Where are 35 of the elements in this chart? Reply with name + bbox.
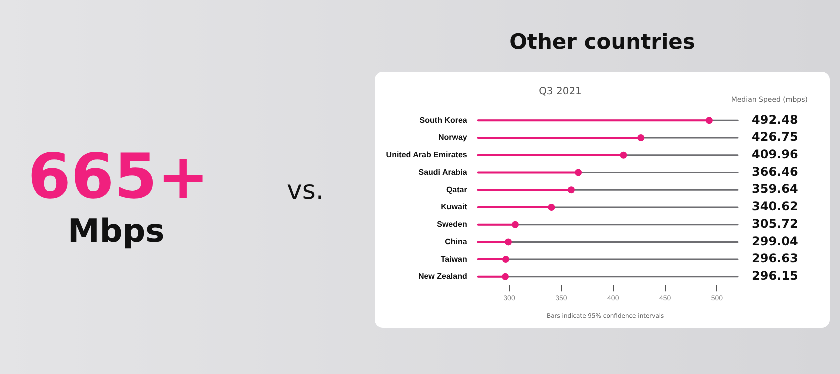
data-label: 296.63: [752, 252, 798, 266]
y-tick-label: New Zealand: [418, 272, 468, 282]
point: [706, 117, 713, 124]
data-label: 366.46: [752, 164, 798, 179]
data-label: 409.96: [752, 148, 798, 162]
data-label: 492.48: [752, 112, 798, 127]
y-tick-label: United Arab Emirates: [386, 150, 468, 160]
data-label: 299.04: [752, 234, 798, 248]
point: [502, 273, 510, 280]
chart-title: Other countries: [508, 30, 696, 54]
y-tick-label: Qatar: [446, 185, 468, 194]
data-label: 359.64: [752, 182, 798, 196]
point: [548, 204, 556, 211]
text: vs.: [287, 176, 324, 206]
point: [502, 256, 510, 264]
y-tick-label: Taiwan: [440, 254, 468, 264]
y-tick-label: Kuwait: [441, 202, 468, 212]
chart-subtitle: Q3 2021: [539, 86, 582, 98]
point: [638, 134, 645, 142]
point: [575, 169, 582, 176]
y-tick-label: South Korea: [420, 116, 468, 125]
point: [568, 186, 575, 194]
y-tick-label: Sweden: [437, 220, 468, 230]
data-label: 305.72: [752, 216, 798, 231]
point: [512, 221, 519, 228]
point: [620, 152, 628, 159]
data-label: 340.62: [752, 200, 798, 214]
y-tick-label: China: [445, 237, 468, 246]
data-label: 296.15: [752, 269, 798, 284]
text: 665+: [28, 140, 210, 213]
text: Mbps: [68, 212, 165, 250]
y-tick-label: Norway: [438, 133, 468, 142]
y-tick-label: Saudi Arabia: [418, 168, 468, 177]
point: [505, 238, 512, 246]
data-label: 426.75: [752, 130, 798, 144]
